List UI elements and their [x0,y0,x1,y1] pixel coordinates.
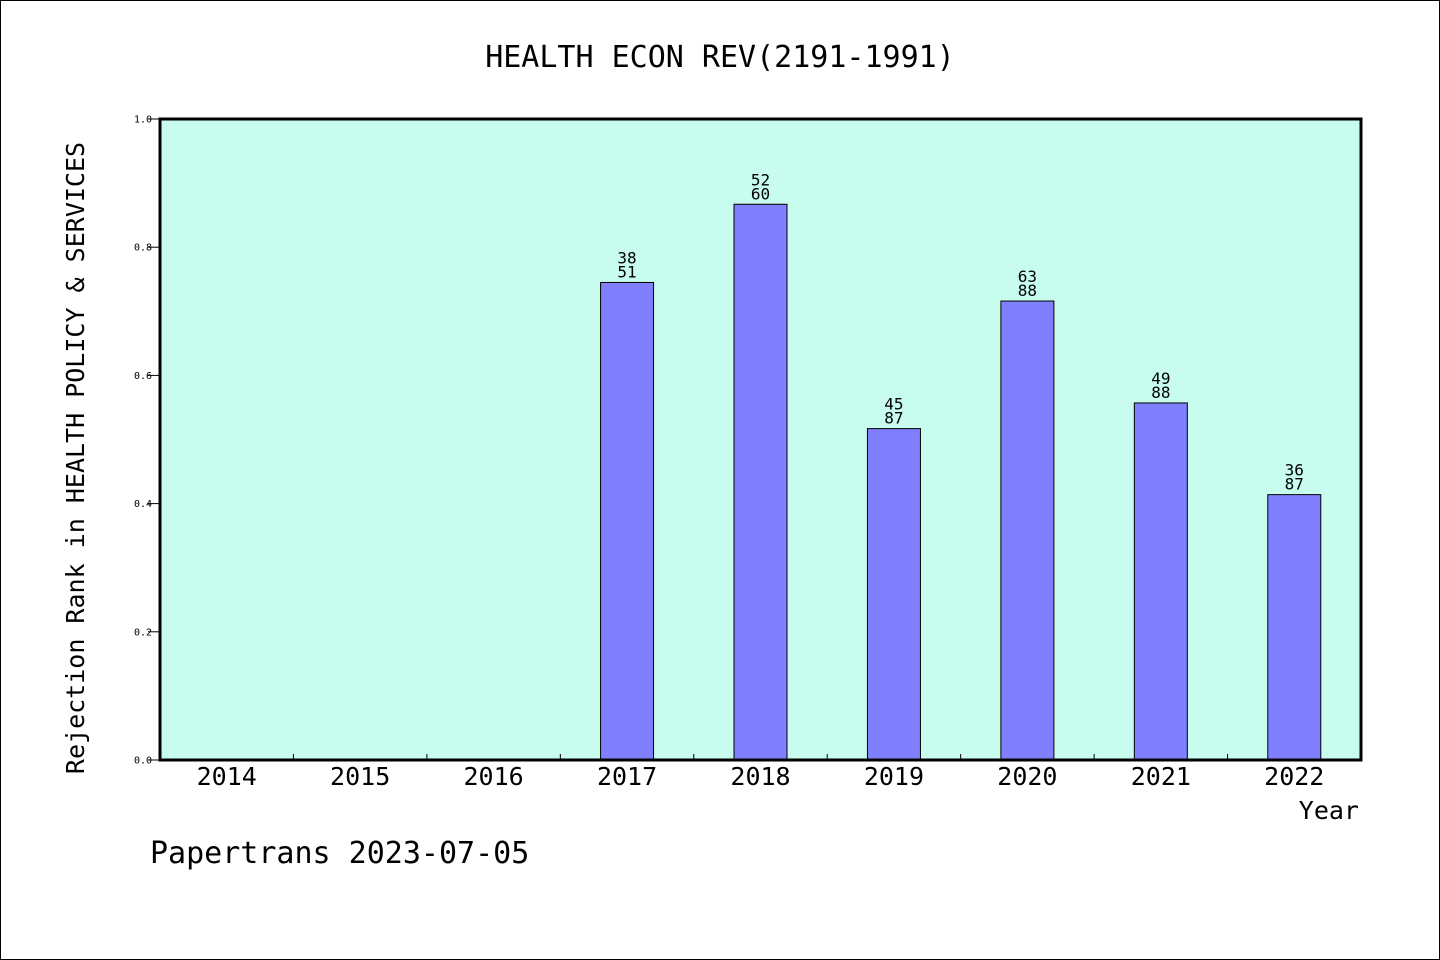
bar-total-label: 88 [1018,281,1037,300]
x-axis-ticks: 2014 2015 2016 2017 2018 2019 2020 2021 2022 [197,754,1324,791]
bar-2021 [1133,402,1188,761]
bar-total-label: 60 [751,184,770,203]
bar-total-label: 87 [1285,475,1304,494]
y-tick-label: 0.0 [134,756,152,767]
y-tick-label: 0.4 [134,499,152,510]
bar-rank-label: 45 [884,395,903,414]
y-tick-label: 0.2 [134,627,152,638]
bar-rank-label: 38 [617,248,636,267]
bar-2022 [1267,494,1322,761]
x-axis-label: Year [1299,796,1359,825]
y-tick-label: 0.8 [134,243,152,254]
bar-rank-label: 49 [1151,369,1170,388]
y-axis-label: Rejection Rank in HEALTH POLICY & SERVIC… [61,142,90,774]
bar-total-label: 88 [1151,383,1170,402]
bar-rank-label: 52 [751,170,770,189]
x-tick-label: 2018 [730,762,790,791]
bars-layer [600,203,1322,761]
x-tick-label: 2014 [197,762,257,791]
x-tick-label: 2015 [330,762,390,791]
footer-text: Papertrans 2023-07-05 [150,836,529,871]
bar-rank-label: 63 [1018,267,1037,286]
bar-rank-label: 36 [1285,461,1304,480]
x-tick-label: 2022 [1264,762,1324,791]
x-tick-label: 2021 [1131,762,1191,791]
x-tick-label: 2016 [464,762,524,791]
y-tick-label: 0.6 [134,371,152,382]
bar-2018 [733,203,788,761]
plot-border [158,117,1363,762]
bar-2019 [866,428,921,761]
x-tick-label: 2017 [597,762,657,791]
bar-total-label: 51 [617,262,636,281]
x-tick-label: 2019 [864,762,924,791]
bar-2017 [600,281,655,761]
chart-title: HEALTH ECON REV(2191-1991) [485,40,955,75]
y-tick-label: 1.0 [134,115,152,126]
bar-2020 [1000,300,1055,761]
y-axis-ticks: 0.0 0.2 0.4 0.6 0.8 1.0 [134,115,160,767]
bar-total-label: 87 [884,409,903,428]
x-tick-label: 2020 [997,762,1057,791]
